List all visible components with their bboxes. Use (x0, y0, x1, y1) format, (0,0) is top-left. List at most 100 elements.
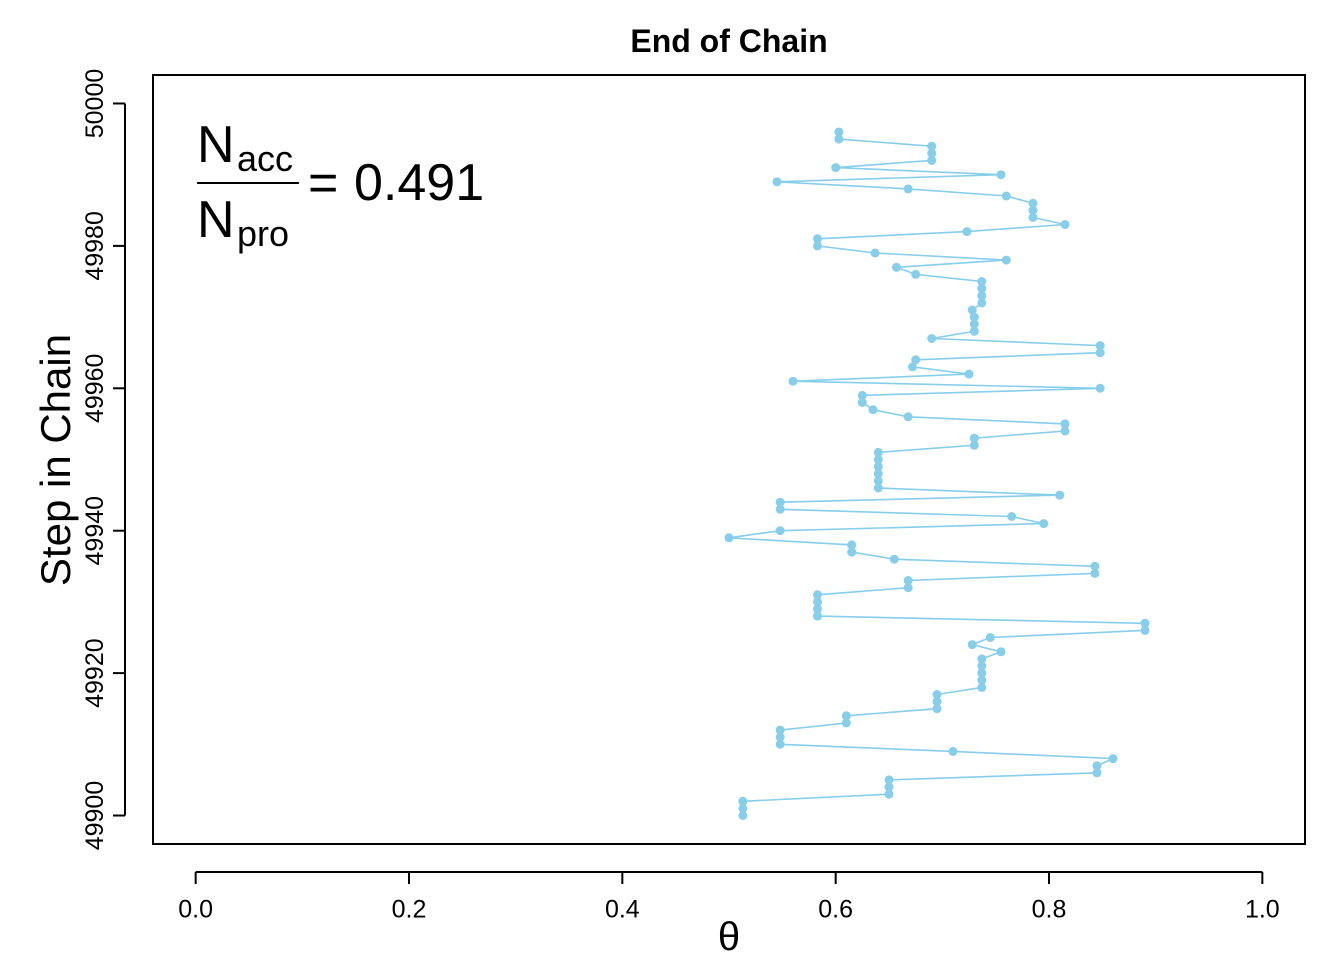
y-tick-label: 49980 (81, 211, 109, 281)
data-point (1028, 198, 1038, 208)
data-point (813, 241, 822, 251)
data-point (813, 604, 822, 614)
data-point (977, 675, 987, 685)
data-point (873, 455, 883, 464)
data-point (1007, 512, 1017, 521)
data-point (857, 398, 867, 407)
x-tick-label: 0.0 (178, 896, 213, 924)
data-point (873, 447, 883, 457)
y-tick-label: 49940 (81, 496, 109, 566)
plot-frame (152, 74, 1306, 845)
y-axis-title: Step in Chain (32, 334, 79, 586)
data-point (868, 405, 878, 415)
x-tick-label: 1.0 (1245, 896, 1280, 924)
data-point (927, 141, 937, 151)
data-point (1060, 419, 1070, 429)
data-point (873, 462, 883, 472)
y-axis: 49900 49920 49940 49960 49980 50000 (81, 69, 126, 850)
data-point (813, 597, 822, 607)
data-point (932, 704, 942, 714)
x-tick-label: 0.2 (392, 896, 427, 924)
data-point (903, 576, 913, 585)
data-point (1060, 220, 1070, 229)
data-point (870, 248, 880, 258)
data-point (977, 682, 987, 692)
data-point (772, 177, 782, 187)
data-point (775, 725, 785, 735)
data-point (977, 284, 987, 294)
data-point (841, 718, 851, 728)
data-point (834, 127, 844, 137)
data-point (1095, 341, 1105, 351)
data-point (788, 376, 798, 386)
data-point (857, 390, 867, 400)
data-point (1001, 255, 1011, 265)
data-point (977, 291, 987, 301)
data-point (775, 504, 785, 514)
data-point (889, 554, 899, 564)
data-point (969, 440, 979, 450)
x-tick-label: 0.6 (818, 896, 853, 924)
data-point (1140, 618, 1150, 628)
data-point (948, 746, 958, 756)
data-point (969, 312, 979, 322)
data-point (1095, 348, 1105, 358)
y-tick-label: 50000 (81, 69, 109, 139)
acceptance-ratio-value: 0.491 (354, 154, 484, 212)
data-point (1108, 754, 1118, 764)
data-point (911, 355, 921, 365)
data-point (738, 811, 748, 820)
data-point (841, 711, 851, 721)
data-point (813, 590, 822, 600)
data-point (847, 540, 857, 550)
data-point (932, 690, 942, 699)
data-point (1090, 568, 1100, 578)
data-point (847, 547, 857, 557)
data-point (775, 526, 785, 536)
y-tick-label: 49920 (81, 638, 109, 708)
data-point (927, 334, 937, 343)
data-point (1060, 426, 1070, 436)
data-point (962, 227, 972, 237)
data-point (813, 234, 822, 244)
data-point (834, 134, 844, 144)
data-point (977, 654, 987, 664)
data-point (775, 732, 785, 742)
data-point (969, 319, 979, 329)
data-point (967, 305, 977, 315)
data-point (831, 163, 841, 173)
data-point (1095, 383, 1105, 393)
equals-sign: = (308, 154, 338, 212)
data-point (738, 796, 748, 806)
data-point (911, 269, 921, 279)
data-point (1028, 212, 1038, 222)
data-point (1039, 519, 1049, 529)
data-point (1092, 768, 1102, 778)
data-point (996, 170, 1006, 180)
data-point (738, 803, 748, 813)
chart-title: End of Chain (630, 23, 827, 59)
data-point (964, 369, 974, 379)
data-point (985, 633, 995, 642)
data-point (996, 647, 1006, 657)
data-point (1092, 761, 1102, 771)
acceptance-ratio-annotation: N acc N pro = 0.491 (197, 116, 484, 254)
data-point (903, 412, 913, 422)
series-group (724, 127, 1150, 820)
data-point (1028, 205, 1038, 215)
data-point (969, 433, 979, 443)
data-point (927, 155, 937, 165)
data-point (884, 775, 894, 785)
series-points (724, 127, 1150, 820)
data-point (873, 476, 883, 486)
x-axis: 0.0 0.2 0.4 0.6 0.8 1.0 (178, 871, 1280, 924)
x-tick-label: 0.4 (605, 896, 640, 924)
data-point (873, 469, 883, 479)
data-point (813, 611, 822, 621)
data-point (1090, 561, 1100, 571)
data-point (977, 298, 987, 308)
data-point (977, 668, 987, 678)
data-point (932, 697, 942, 707)
data-point (884, 789, 894, 799)
